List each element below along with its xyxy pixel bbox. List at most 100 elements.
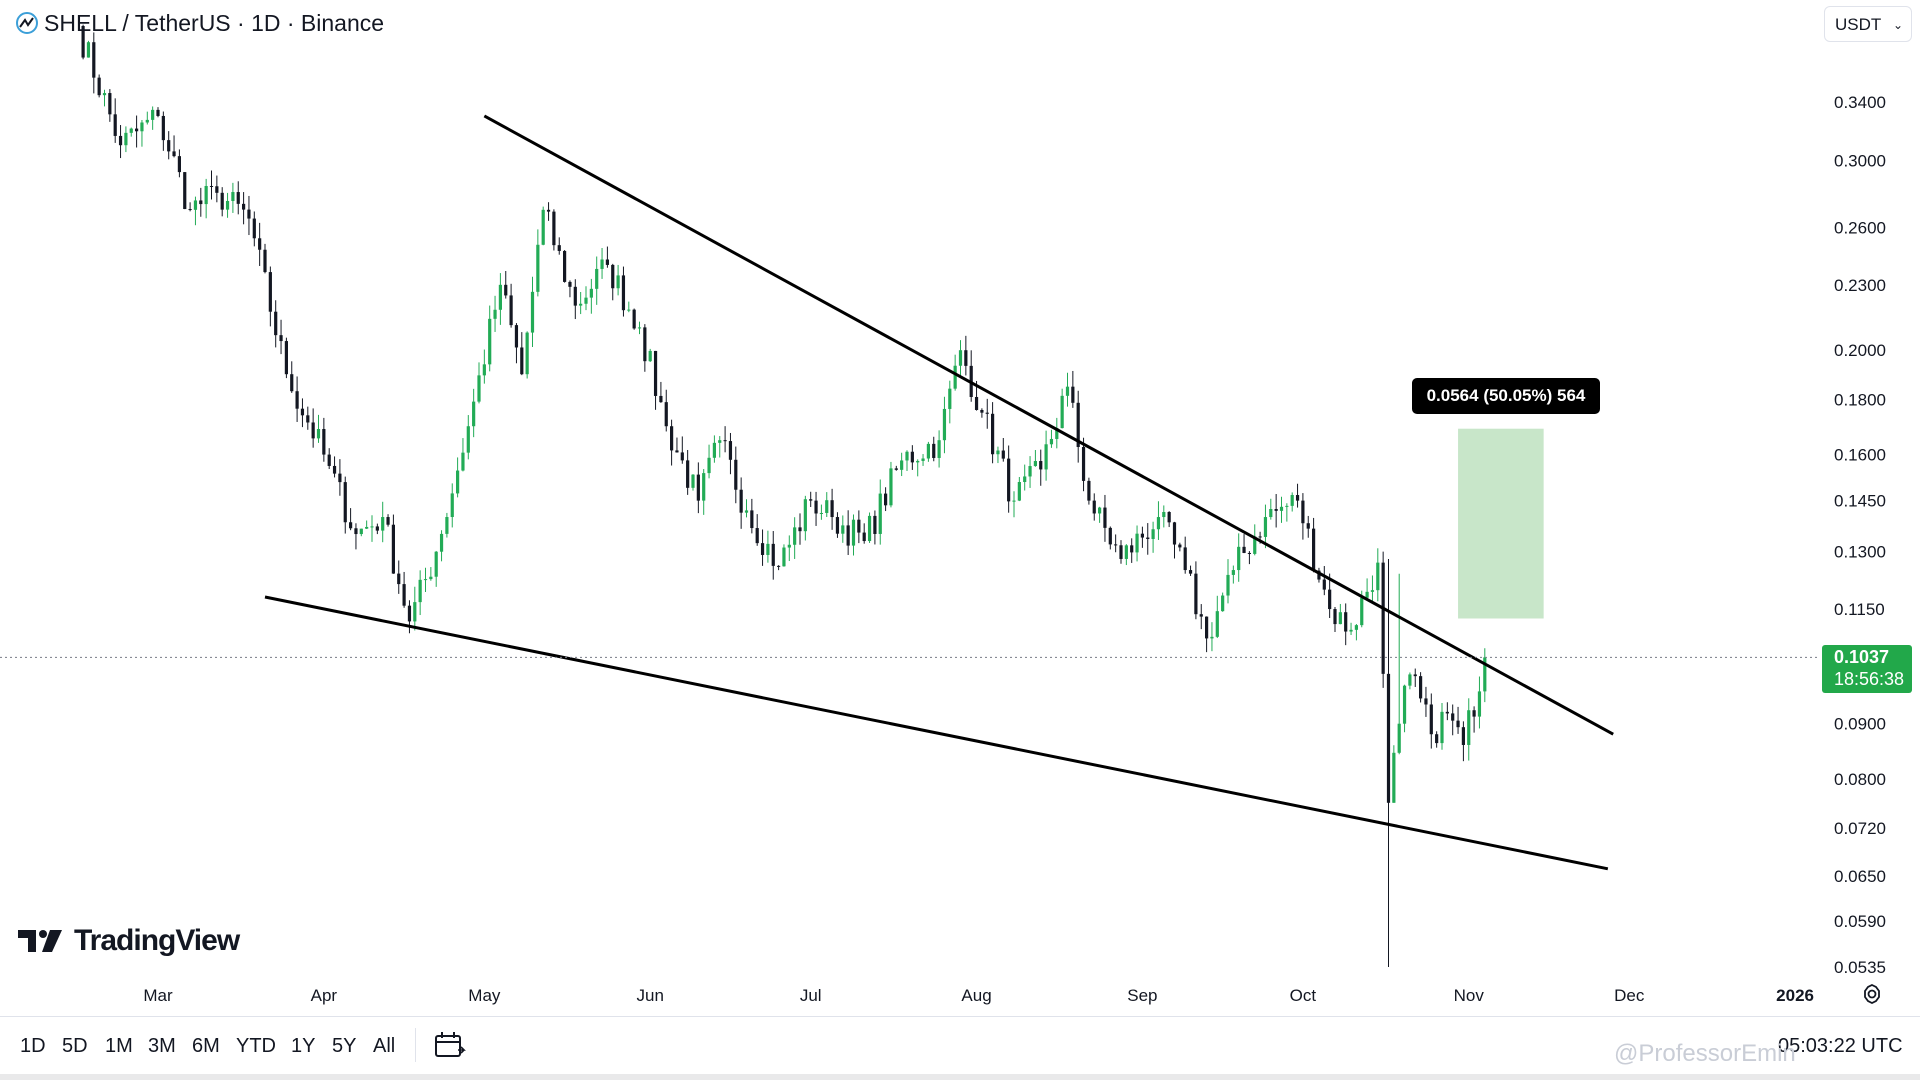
candle — [744, 499, 749, 518]
candle — [145, 111, 149, 125]
price-tick-label: 0.2000 — [1834, 341, 1886, 360]
tradingview-logo[interactable]: TradingView — [18, 922, 240, 962]
timeframe-1m-button[interactable]: 1M — [105, 1035, 133, 1057]
author-watermark: @ProfessorEmin — [1614, 1040, 1796, 1067]
candle — [183, 172, 187, 210]
candle — [1483, 648, 1487, 703]
candle — [161, 111, 165, 151]
candle — [225, 192, 230, 218]
candle — [1012, 491, 1016, 518]
candle — [1376, 548, 1380, 602]
last-price-value: 0.1037 — [1834, 647, 1890, 667]
candle — [857, 510, 861, 544]
price-tick-label: 0.3400 — [1834, 93, 1886, 112]
time-tick-label: Jun — [636, 986, 663, 1005]
candle — [1044, 430, 1048, 481]
candle — [156, 107, 160, 118]
candle — [1402, 684, 1407, 733]
candle — [755, 514, 759, 546]
candle — [846, 510, 850, 555]
candle — [188, 202, 192, 212]
candle — [653, 350, 658, 410]
date-range-calendar-icon[interactable] — [432, 1030, 468, 1062]
candle — [964, 335, 968, 376]
trendline-lower-support[interactable] — [264, 595, 1609, 871]
candle — [980, 408, 984, 418]
settings-gear-icon[interactable] — [1860, 982, 1884, 1006]
candle — [450, 483, 454, 528]
candle — [1087, 477, 1091, 505]
candle — [643, 324, 647, 372]
candle — [1172, 521, 1177, 559]
candle — [461, 438, 465, 472]
candle — [263, 243, 267, 274]
price-tick-label: 0.0800 — [1834, 770, 1886, 789]
candle — [1253, 524, 1257, 556]
candle — [1392, 745, 1396, 803]
candle — [702, 469, 706, 515]
candle — [712, 435, 716, 463]
timeframe-1d-button[interactable]: 1D — [20, 1035, 46, 1057]
candle — [686, 449, 690, 495]
candle — [1381, 551, 1385, 688]
time-axis[interactable]: Mar Apr May Jun Jul Aug Sep Oct Nov Dec 2026 — [143, 986, 1814, 1005]
candle — [894, 465, 898, 471]
price-tick-label: 0.1300 — [1834, 543, 1886, 562]
time-tick-label: Aug — [961, 986, 991, 1005]
timeframe-all-button[interactable]: All — [373, 1035, 396, 1057]
candle — [1424, 686, 1428, 717]
candle — [193, 196, 198, 226]
candle — [1274, 494, 1278, 528]
candle — [359, 528, 363, 537]
chevron-down-icon: ⌄ — [1892, 18, 1903, 32]
currency-label: USDT — [1835, 15, 1882, 34]
candle — [1354, 624, 1358, 641]
candle — [1221, 592, 1225, 612]
price-axis[interactable]: 0.3400 0.3000 0.2600 0.2300 0.2000 0.1800 0.16… — [1834, 93, 1886, 977]
projection-box[interactable] — [1458, 428, 1544, 619]
candle — [958, 340, 963, 378]
candle — [349, 508, 353, 531]
candle — [306, 406, 310, 430]
candle — [589, 278, 593, 314]
candle — [429, 567, 433, 581]
candle — [1081, 437, 1086, 492]
candle — [787, 535, 791, 562]
candle — [573, 279, 577, 320]
candle — [889, 461, 893, 508]
candle — [991, 402, 995, 464]
candle — [413, 586, 417, 631]
candle — [332, 456, 337, 478]
candle — [284, 337, 288, 379]
timeframe-6m-button[interactable]: 6M — [192, 1035, 220, 1057]
candle — [514, 323, 519, 364]
candle — [830, 488, 834, 530]
price-chart[interactable]: 0.3400 0.3000 0.2600 0.2300 0.2000 0.1800 0.16… — [0, 0, 1920, 1016]
candle — [1461, 721, 1465, 762]
candle — [97, 74, 101, 98]
candle — [985, 398, 989, 429]
timeframe-1y-button[interactable]: 1Y — [291, 1035, 316, 1057]
candle — [322, 417, 326, 462]
utc-clock[interactable]: 05:03:22 UTC — [1778, 1035, 1903, 1057]
candle — [905, 450, 909, 471]
trendline-upper-resistance[interactable] — [483, 114, 1614, 736]
candle — [129, 127, 133, 137]
timeframe-5y-button[interactable]: 5Y — [332, 1035, 357, 1057]
candle — [632, 308, 636, 330]
candle — [520, 332, 524, 376]
candles-layer — [81, 24, 1487, 967]
candle — [1306, 515, 1310, 538]
candle — [664, 389, 668, 432]
candle — [803, 495, 807, 541]
candle — [750, 498, 754, 534]
timeframe-5d-button[interactable]: 5D — [62, 1035, 88, 1057]
symbol-title[interactable]: SHELL / TetherUS · 1D · Binance — [44, 10, 385, 36]
candle — [477, 362, 481, 404]
candle — [1001, 437, 1005, 462]
candle — [734, 446, 738, 504]
candle — [1285, 503, 1289, 522]
timeframe-3m-button[interactable]: 3M — [148, 1035, 176, 1057]
currency-selector-button[interactable]: USDT ⌄ — [1824, 6, 1912, 42]
timeframe-ytd-button[interactable]: YTD — [236, 1035, 276, 1057]
